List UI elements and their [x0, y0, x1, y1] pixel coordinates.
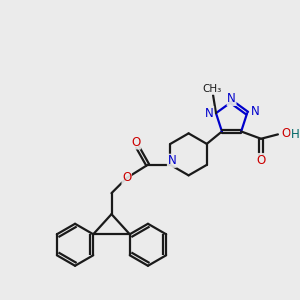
Text: O: O [256, 154, 266, 166]
Text: N: N [205, 107, 214, 120]
Text: N: N [250, 105, 260, 118]
Text: N: N [227, 92, 236, 105]
Text: O: O [281, 127, 291, 140]
Text: H: H [291, 128, 300, 142]
Text: CH₃: CH₃ [202, 84, 221, 94]
Text: O: O [122, 172, 131, 184]
Text: O: O [131, 136, 141, 149]
Text: N: N [167, 154, 176, 167]
